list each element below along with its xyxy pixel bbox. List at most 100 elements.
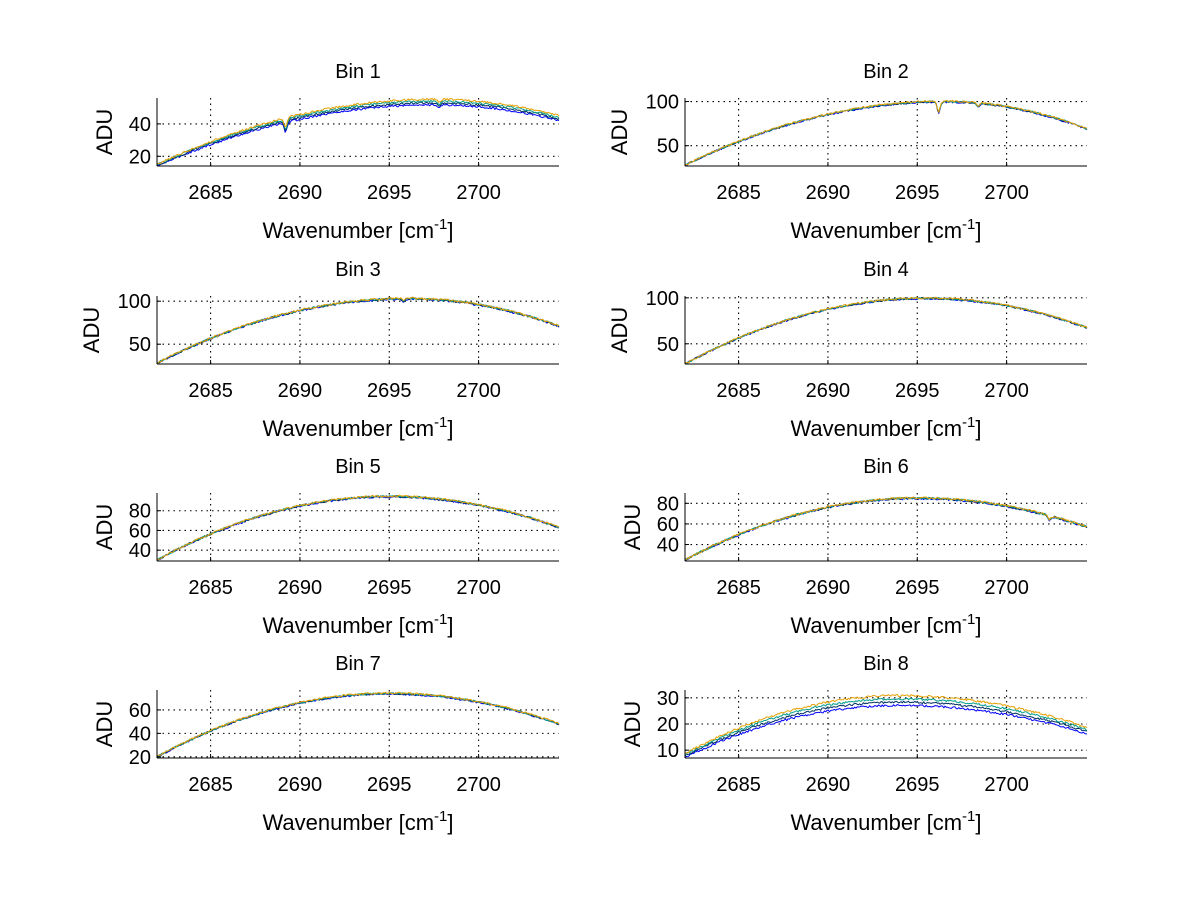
y-axis-label: ADU — [607, 307, 632, 353]
series-line-4 — [684, 694, 1088, 755]
x-tick-label: 2700 — [456, 774, 501, 796]
x-axis-label: Wavenumber [cm-1] — [262, 414, 453, 441]
y-tick-label: 80 — [129, 501, 151, 523]
series-line-2 — [684, 297, 1088, 365]
y-tick-label: 60 — [129, 700, 151, 722]
x-tick-label: 2685 — [188, 182, 233, 204]
series-line-2 — [684, 497, 1088, 561]
y-tick-label: 60 — [657, 514, 679, 536]
x-tick-label: 2695 — [895, 380, 940, 402]
x-tick-label: 2690 — [278, 774, 323, 796]
y-tick-label: 20 — [129, 146, 151, 168]
x-axis-label: Wavenumber [cm-1] — [790, 611, 981, 638]
y-tick-label: 40 — [129, 114, 151, 136]
y-tick-label: 80 — [657, 493, 679, 515]
y-tick-label: 40 — [657, 535, 679, 557]
panel-title: Bin 7 — [335, 653, 381, 675]
y-tick-label: 50 — [129, 334, 151, 356]
series-line-3 — [156, 692, 559, 757]
x-axis-label: Wavenumber [cm-1] — [262, 216, 453, 243]
series-line-3 — [684, 697, 1088, 756]
x-tick-label: 2700 — [984, 577, 1029, 599]
x-tick-label: 2695 — [367, 577, 412, 599]
y-axis-label: ADU — [607, 109, 632, 155]
x-axis-label: Wavenumber [cm-1] — [262, 808, 453, 835]
series-line-2 — [156, 101, 560, 166]
x-tick-label: 2690 — [278, 182, 323, 204]
y-tick-label: 100 — [118, 291, 151, 313]
panel-title: Bin 1 — [335, 61, 381, 83]
panel-bin-3: 2685 2690 2695 2700 50 100 Bin 3 Wavenumber [cm… — [79, 259, 560, 441]
y-tick-label: 100 — [646, 92, 679, 114]
y-axis-label: ADU — [79, 307, 104, 353]
x-tick-label: 2700 — [456, 182, 501, 204]
series-line-4 — [684, 496, 1088, 561]
y-tick-label: 10 — [657, 740, 679, 762]
y-axis-label: ADU — [92, 701, 117, 747]
x-tick-label: 2695 — [367, 380, 412, 402]
y-tick-label: 60 — [129, 520, 151, 542]
panel-title: Bin 3 — [335, 259, 381, 281]
y-axis-label: ADU — [92, 109, 117, 155]
series-line-4 — [156, 691, 560, 757]
series-line-3 — [684, 496, 1088, 561]
x-tick-label: 2685 — [716, 182, 761, 204]
x-tick-label: 2695 — [895, 774, 940, 796]
series-line-3 — [156, 495, 560, 561]
x-tick-label: 2685 — [188, 774, 233, 796]
x-tick-label: 2695 — [367, 774, 412, 796]
x-tick-label: 2700 — [456, 380, 501, 402]
x-tick-label: 2685 — [716, 380, 761, 402]
panel-title: Bin 2 — [863, 61, 909, 83]
series-line-4 — [156, 296, 560, 364]
y-axis-label: ADU — [92, 504, 117, 550]
panel-bin-4: 2685 2690 2695 2700 50 100 Bin 4 Wavenumber [cm… — [607, 259, 1088, 441]
y-tick-label: 50 — [657, 334, 679, 356]
series-line-3 — [157, 99, 560, 166]
series-line-4 — [684, 296, 1088, 364]
series-line-2 — [684, 700, 1088, 757]
series-line-4 — [156, 494, 560, 561]
series-line-1 — [156, 103, 560, 167]
y-tick-label: 20 — [657, 714, 679, 736]
panel-bin-8: 2685 2690 2695 2700 10 20 30 Bin 8 Wavenumber [c… — [620, 653, 1088, 835]
y-tick-label: 40 — [129, 723, 151, 745]
x-tick-label: 2690 — [278, 380, 323, 402]
panel-title: Bin 8 — [863, 653, 909, 675]
y-tick-label: 100 — [646, 288, 679, 310]
x-tick-label: 2690 — [806, 380, 851, 402]
panel-bin-1: 2685 2690 2695 2700 20 40 Bin 1 Wavenumber [cm-… — [92, 61, 560, 243]
y-axis-label: ADU — [620, 701, 645, 747]
series-line-1 — [684, 497, 1088, 561]
y-axis-label: ADU — [620, 504, 645, 550]
series-line-1 — [684, 704, 1087, 758]
y-tick-label: 50 — [657, 136, 679, 158]
x-axis-label: Wavenumber [cm-1] — [790, 216, 981, 243]
panel-title: Bin 5 — [335, 456, 381, 478]
x-tick-label: 2695 — [895, 182, 940, 204]
series-line-4 — [156, 97, 560, 165]
series-line-1 — [684, 297, 1088, 365]
series-line-1 — [156, 692, 560, 757]
x-tick-label: 2685 — [188, 577, 233, 599]
panel-title: Bin 6 — [863, 456, 909, 478]
panel-title: Bin 4 — [863, 259, 909, 281]
series-line-2 — [156, 692, 560, 758]
series-line-4 — [684, 99, 1088, 167]
series-line-2 — [156, 495, 560, 561]
x-tick-label: 2690 — [806, 577, 851, 599]
x-tick-label: 2690 — [806, 774, 851, 796]
x-tick-label: 2690 — [278, 577, 323, 599]
x-axis-label: Wavenumber [cm-1] — [790, 414, 981, 441]
x-tick-label: 2685 — [188, 380, 233, 402]
x-axis-label: Wavenumber [cm-1] — [262, 611, 453, 638]
series-line-3 — [685, 296, 1088, 364]
panel-bin-2: 2685 2690 2695 2700 50 100 Bin 2 Wavenumber [cm… — [607, 61, 1088, 243]
y-tick-label: 30 — [657, 688, 679, 710]
series-line-1 — [156, 495, 560, 562]
x-tick-label: 2695 — [895, 577, 940, 599]
